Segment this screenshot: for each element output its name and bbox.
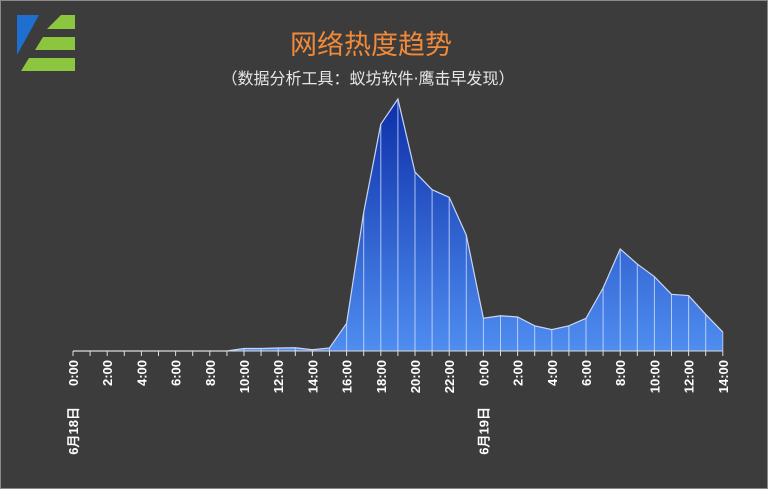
x-tick-label: 6:00: [579, 360, 594, 386]
chart-subtitle: （数据分析工具：蚁坊软件·鹰击早发现）: [221, 69, 515, 88]
x-tick-label: 10:00: [647, 360, 662, 393]
x-tick-label: 4:00: [545, 360, 560, 386]
x-date-label: 6月18日: [66, 407, 81, 455]
x-tick-label: 12:00: [271, 360, 286, 393]
x-tick-label: 0:00: [476, 360, 491, 386]
x-tick-label: 8:00: [203, 360, 218, 386]
x-tick-label: 0:00: [66, 360, 81, 386]
x-tick-label: 4:00: [134, 360, 149, 386]
x-tick-label: 22:00: [442, 360, 457, 393]
x-date-label: 6月19日: [476, 407, 491, 455]
x-tick-label: 2:00: [511, 360, 526, 386]
x-tick-label: 14:00: [716, 360, 731, 393]
x-tick-label: 10:00: [237, 360, 252, 393]
x-tick-label: 16:00: [340, 360, 355, 393]
brand-logo-icon: [17, 15, 77, 78]
x-tick-label: 6:00: [169, 360, 184, 386]
x-tick-label: 18:00: [374, 360, 389, 393]
x-tick-label: 14:00: [305, 360, 320, 393]
x-tick-label: 12:00: [682, 360, 697, 393]
x-tick-label: 2:00: [100, 360, 115, 386]
chart-title: 网络热度趋势: [290, 30, 452, 61]
x-tick-label: 8:00: [613, 360, 628, 386]
x-tick-label: 20:00: [408, 360, 423, 393]
